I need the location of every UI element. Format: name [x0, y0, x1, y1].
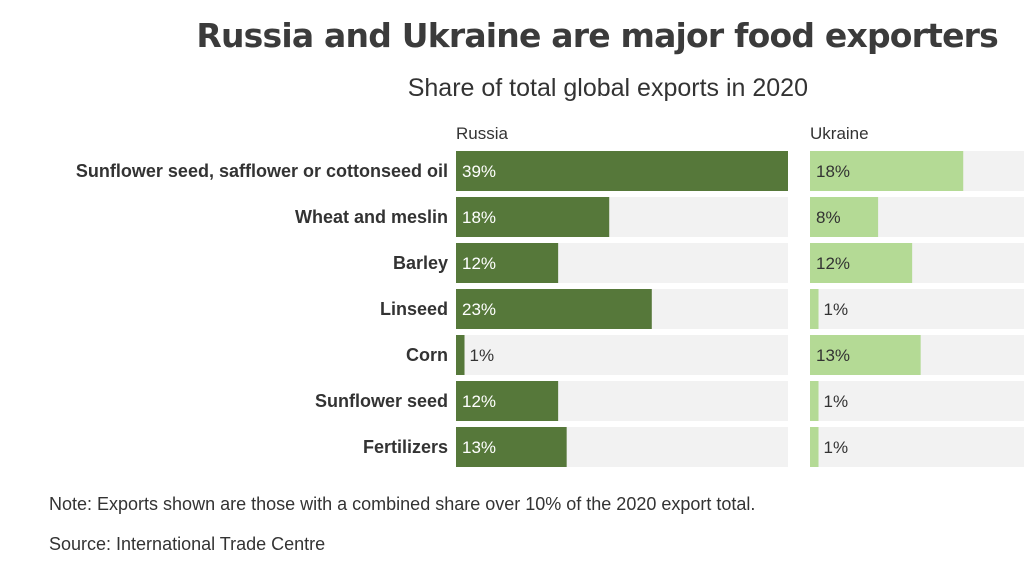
- chart-source: Source: International Trade Centre: [49, 534, 326, 554]
- value-label-ukraine-wheat-and-meslin: 8%: [816, 208, 841, 227]
- value-label-russia-wheat-and-meslin: 18%: [462, 208, 496, 227]
- value-label-russia-barley: 12%: [462, 254, 496, 273]
- chart-title: Russia and Ukraine are major food export…: [196, 16, 998, 55]
- bar-ukraine-fertilizers: [810, 427, 819, 467]
- value-label-russia-corn: 1%: [470, 346, 495, 365]
- category-label-wheat-and-meslin: Wheat and meslin: [295, 207, 448, 227]
- track-ukraine-linseed: [810, 289, 1024, 329]
- bar-russia-barley: [456, 243, 559, 283]
- track-russia-corn: [456, 335, 788, 375]
- value-label-russia-linseed: 23%: [462, 300, 496, 319]
- value-label-russia-sunflower-seed-safflower-or-cottonseed-oil: 39%: [462, 162, 496, 181]
- value-label-russia-fertilizers: 13%: [462, 438, 496, 457]
- bar-ukraine-sunflower-seed: [810, 381, 819, 421]
- value-label-ukraine-barley: 12%: [816, 254, 850, 273]
- value-label-russia-sunflower-seed: 12%: [462, 392, 496, 411]
- bar-russia-corn: [456, 335, 465, 375]
- category-label-barley: Barley: [393, 253, 448, 273]
- track-ukraine-fertilizers: [810, 427, 1024, 467]
- category-label-fertilizers: Fertilizers: [363, 437, 448, 457]
- value-label-ukraine-corn: 13%: [816, 346, 850, 365]
- bar-ukraine-barley: [810, 243, 913, 283]
- track-ukraine-sunflower-seed: [810, 381, 1024, 421]
- bar-russia-wheat-and-meslin: [456, 197, 610, 237]
- value-label-ukraine-sunflower-seed-safflower-or-cottonseed-oil: 18%: [816, 162, 850, 181]
- category-label-sunflower-seed-safflower-or-cottonseed-oil: Sunflower seed, safflower or cottonseed …: [76, 161, 448, 181]
- bar-ukraine-sunflower-seed-safflower-or-cottonseed-oil: [810, 151, 964, 191]
- bar-russia-sunflower-seed: [456, 381, 559, 421]
- bar-russia-linseed: [456, 289, 652, 329]
- series-header-ukraine: Ukraine: [810, 124, 869, 143]
- bar-ukraine-wheat-and-meslin: [810, 197, 879, 237]
- bar-russia-fertilizers: [456, 427, 567, 467]
- category-label-corn: Corn: [406, 345, 448, 365]
- value-label-ukraine-sunflower-seed: 1%: [824, 392, 849, 411]
- chart-note: Note: Exports shown are those with a com…: [49, 494, 756, 514]
- chart-subtitle: Share of total global exports in 2020: [407, 74, 808, 102]
- bar-ukraine-linseed: [810, 289, 819, 329]
- value-label-ukraine-linseed: 1%: [824, 300, 849, 319]
- bar-ukraine-corn: [810, 335, 921, 375]
- bar-russia-sunflower-seed-safflower-or-cottonseed-oil: [456, 151, 788, 191]
- value-label-ukraine-fertilizers: 1%: [824, 438, 849, 457]
- series-header-russia: Russia: [456, 124, 509, 143]
- category-label-sunflower-seed: Sunflower seed: [315, 391, 448, 411]
- category-label-linseed: Linseed: [380, 299, 448, 319]
